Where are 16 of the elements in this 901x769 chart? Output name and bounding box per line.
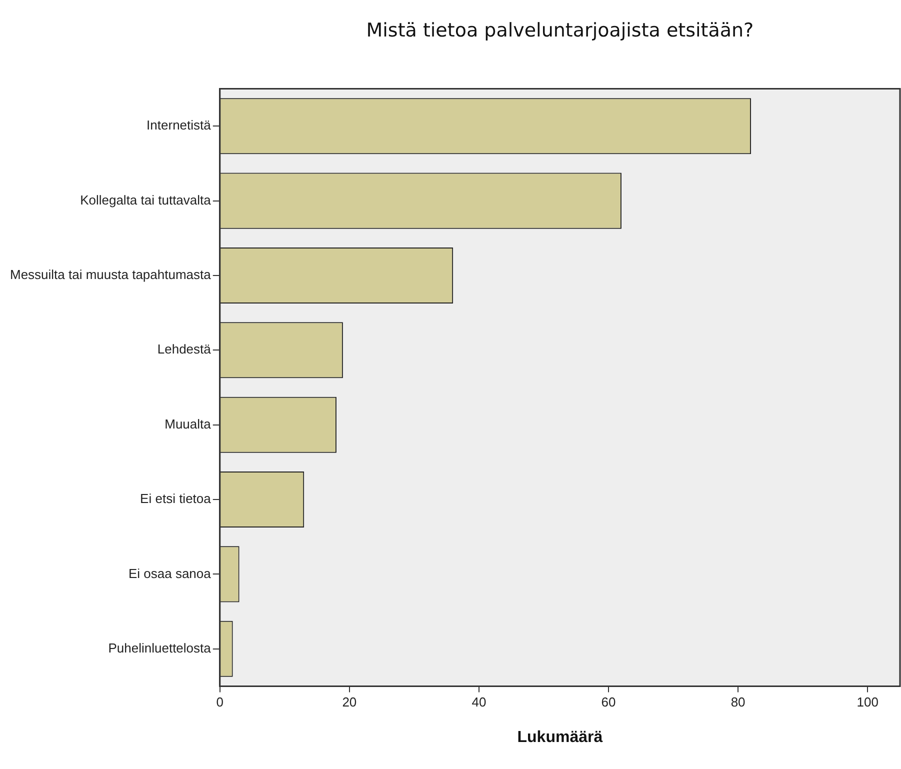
x-tick-label: 60 bbox=[601, 694, 616, 710]
x-tick-label: 40 bbox=[472, 694, 486, 710]
y-tick-label: Ei osaa sanoa bbox=[128, 566, 212, 581]
y-tick-label: Kollegalta tai tuttavalta bbox=[80, 192, 212, 208]
y-tick-label: Puhelinluettelosta bbox=[108, 640, 212, 656]
x-tick-label: 20 bbox=[342, 694, 357, 710]
x-tick-label: 0 bbox=[216, 694, 224, 710]
y-tick-label: Ei etsi tietoa bbox=[140, 491, 212, 506]
y-tick-label: Internetistä bbox=[146, 118, 212, 133]
y-tick-label: Lehdestä bbox=[157, 342, 212, 357]
y-tick-label: Muualta bbox=[164, 416, 212, 432]
chart-title: Mistä tietoa palveluntarjoajista etsitään? bbox=[366, 19, 754, 42]
y-tick-label: Messuilta tai muusta tapahtumasta bbox=[10, 267, 212, 282]
x-tick-label: 80 bbox=[730, 694, 746, 710]
x-axis-title: Lukumäärä bbox=[517, 728, 603, 746]
x-tick-label: 100 bbox=[856, 694, 878, 710]
